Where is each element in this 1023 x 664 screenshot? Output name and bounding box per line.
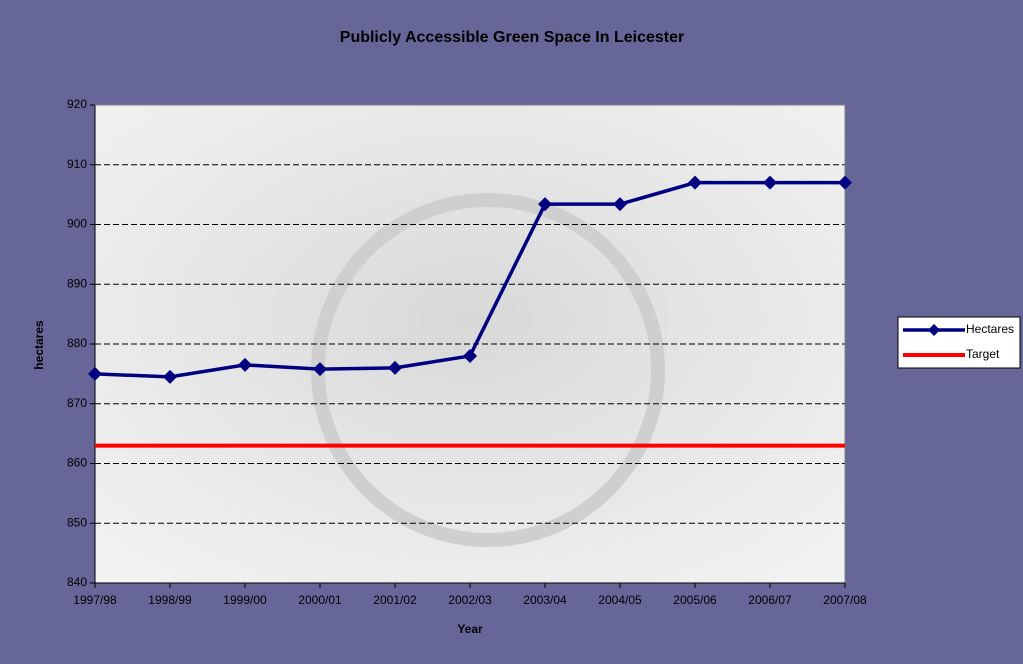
x-tick-label: 2002/03 xyxy=(448,593,492,607)
y-tick-label: 880 xyxy=(67,336,87,350)
y-axis-title: hectares xyxy=(32,320,46,370)
y-tick-label: 910 xyxy=(67,157,87,171)
chart-title: Publicly Accessible Green Space In Leice… xyxy=(340,29,684,46)
data-point xyxy=(838,175,852,190)
data-point xyxy=(613,197,627,212)
data-point xyxy=(313,362,327,377)
data-point xyxy=(163,369,177,384)
y-tick-label: 900 xyxy=(67,217,87,231)
y-tick-label: 890 xyxy=(67,276,87,290)
data-point xyxy=(388,360,402,375)
legend: Hectares Target xyxy=(897,316,1021,369)
x-tick-label: 2005/06 xyxy=(673,593,717,607)
legend-label: Target xyxy=(966,347,1000,361)
data-point xyxy=(688,175,702,190)
x-tick-label: 1999/00 xyxy=(223,593,267,607)
x-tick-label: 2000/01 xyxy=(298,593,342,607)
x-tick-label: 1998/99 xyxy=(148,593,192,607)
x-tick-label: 2003/04 xyxy=(523,593,567,607)
y-tick-label: 840 xyxy=(67,575,87,589)
x-tick-label: 2007/08 xyxy=(823,593,867,607)
data-point xyxy=(238,357,252,372)
y-tick-label: 870 xyxy=(67,396,87,410)
y-tick-label: 850 xyxy=(67,515,87,529)
data-point xyxy=(88,366,102,381)
legend-label: Hectares xyxy=(966,322,1014,336)
data-point xyxy=(538,197,552,212)
legend-marker xyxy=(928,324,940,336)
x-tick-label: 2004/05 xyxy=(598,593,642,607)
y-tick-label: 920 xyxy=(67,97,87,111)
data-point xyxy=(463,348,477,363)
y-tick-label: 860 xyxy=(67,456,87,470)
legend-box xyxy=(897,316,1021,369)
x-tick-label: 2006/07 xyxy=(748,593,792,607)
x-tick-label: 2001/02 xyxy=(373,593,417,607)
x-axis-title: Year xyxy=(457,622,483,636)
data-point xyxy=(763,175,777,190)
x-tick-label: 1997/98 xyxy=(73,593,117,607)
